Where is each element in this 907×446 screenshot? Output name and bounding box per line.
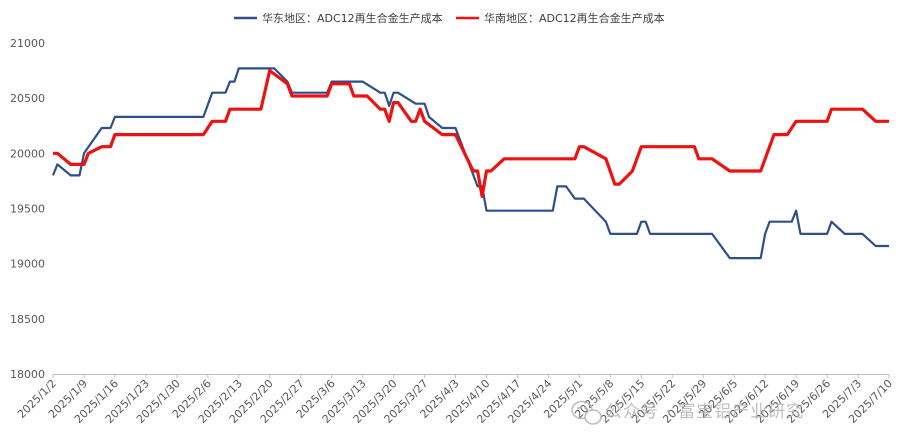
wechat-icon (571, 400, 602, 425)
legend-label-south: 华南地区：ADC12再生合金生产成本 (484, 11, 665, 25)
legend: 华东地区：ADC12再生合金生产成本 华南地区：ADC12再生合金生产成本 (234, 11, 665, 25)
y-tick-label: 19500 (10, 203, 45, 216)
watermark-text: 公众号 · 富宝铝产业研究 (605, 402, 804, 422)
y-tick-label: 18500 (10, 313, 45, 326)
y-tick-label: 20000 (10, 147, 45, 160)
legend-label-east: 华东地区：ADC12再生合金生产成本 (262, 11, 443, 25)
series-line-south (53, 69, 889, 198)
watermark: 公众号 · 富宝铝产业研究 (571, 400, 804, 425)
y-axis: 18000 18500 19000 19500 20000 20500 21000 (10, 37, 45, 381)
plot-area (51, 67, 889, 260)
y-tick-label: 20500 (10, 92, 45, 105)
y-tick-label: 19000 (10, 258, 45, 271)
y-tick-label: 21000 (10, 37, 45, 50)
y-tick-label: 18000 (10, 368, 45, 381)
series-line-east (51, 67, 889, 260)
